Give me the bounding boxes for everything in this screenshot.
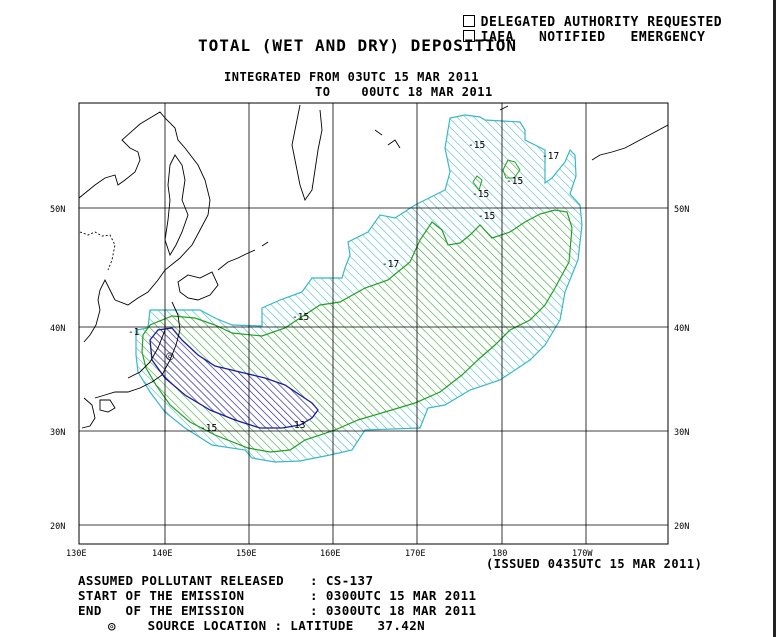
- footer-value: : 0300UTC 18 MAR 2011: [310, 603, 477, 618]
- integration-line-2: TO 00UTC 18 MAR 2011: [315, 85, 493, 99]
- lon-label: 150E: [236, 549, 256, 559]
- checkbox-box[interactable]: [462, 30, 475, 42]
- checkbox-label: DELEGATED AUTHORITY REQUESTED: [480, 15, 723, 30]
- footer-row-start: START OF THE EMISSION: [78, 588, 244, 603]
- lat-label-left: 30N: [50, 428, 65, 438]
- contour-label: -17: [542, 151, 559, 162]
- lat-label-right: 30N: [674, 428, 689, 438]
- contour-label: -15: [506, 176, 523, 187]
- coastlines: [78, 104, 669, 429]
- contour-label: -15: [472, 189, 489, 200]
- source-latitude: 37.42N: [377, 618, 426, 633]
- lat-label-left: 50N: [50, 205, 65, 215]
- lon-label: 130E: [66, 549, 86, 559]
- footer-label: ASSUMED POLLUTANT RELEASED: [78, 573, 285, 588]
- contour-label: -17: [382, 259, 399, 270]
- map-title: TOTAL (WET AND DRY) DEPOSITION: [198, 36, 517, 55]
- contour-label: -15: [200, 423, 217, 434]
- lat-label-right: 20N: [674, 522, 689, 532]
- footer-label: START OF THE EMISSION: [78, 588, 245, 603]
- lat-label-right: 50N: [674, 205, 689, 215]
- source-marker: ◎: [166, 351, 175, 362]
- contour-inner: [149, 327, 319, 429]
- lon-label: 170W: [572, 549, 593, 559]
- lon-label: 160E: [320, 549, 340, 559]
- checkbox-label: IAEA NOTIFIED EMERGENCY: [480, 30, 706, 45]
- contour-label: -1: [128, 327, 140, 338]
- contour-label: -15: [478, 211, 495, 222]
- checkbox-iaea-notified[interactable]: IAEA NOTIFIED EMERGENCY: [446, 15, 705, 45]
- lon-label: 170E: [405, 549, 425, 559]
- footer-row-pollutant: ASSUMED POLLUTANT RELEASED: [78, 573, 284, 588]
- lat-label-left: 20N: [50, 522, 65, 532]
- lon-label: 180: [492, 549, 507, 559]
- checkbox-box[interactable]: [462, 15, 475, 27]
- footer-row-end: END OF THE EMISSION: [78, 603, 244, 618]
- contour-label: 13: [294, 420, 305, 431]
- contour-label: -15: [292, 312, 309, 323]
- footer-value: : CS-137: [310, 573, 374, 588]
- footer-label: END OF THE EMISSION: [78, 603, 245, 618]
- source-symbol: ◎: [108, 618, 116, 633]
- footer-value: : 0300UTC 15 MAR 2011: [310, 588, 477, 603]
- window-edge: [773, 0, 776, 637]
- lat-label-right: 40N: [674, 324, 689, 334]
- contour-label: -15: [468, 140, 485, 151]
- source-label: SOURCE LOCATION : LATITUDE: [147, 618, 354, 633]
- lat-label-left: 40N: [50, 324, 65, 334]
- source-location-row: ◎ SOURCE LOCATION : LATITUDE 37.42N: [108, 618, 425, 633]
- checkbox-delegated-authority[interactable]: DELEGATED AUTHORITY REQUESTED: [446, 0, 722, 30]
- lon-label: 140E: [152, 549, 172, 559]
- issued-timestamp: (ISSUED 0435UTC 15 MAR 2011): [486, 557, 703, 571]
- integration-line-1: INTEGRATED FROM 03UTC 15 MAR 2011: [224, 70, 479, 84]
